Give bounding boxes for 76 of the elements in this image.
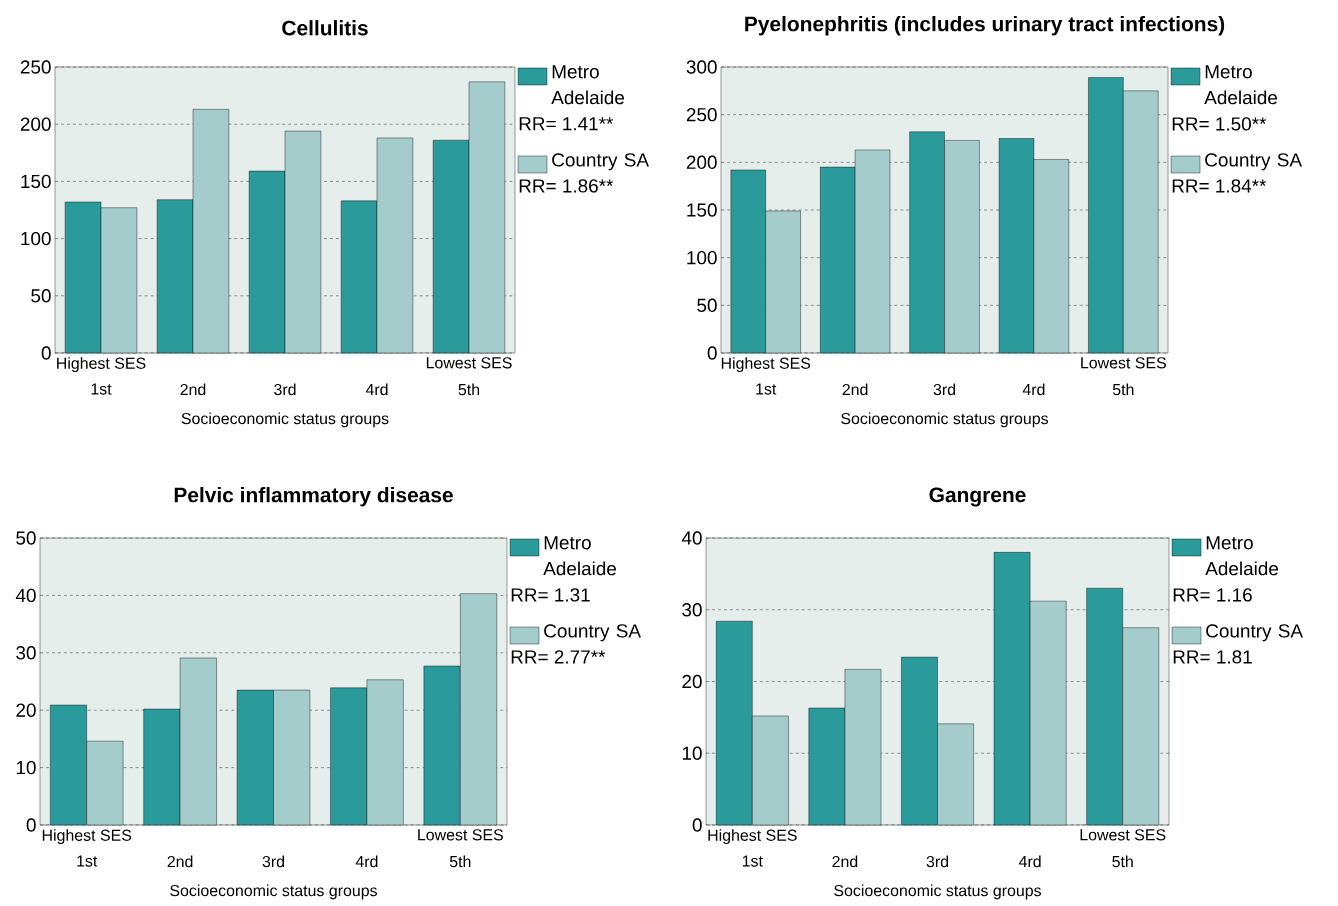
y-tick-label: 20 (16, 703, 36, 717)
y-tick-label: 150 (21, 174, 51, 189)
text: RR= 1.81 (1173, 650, 1252, 664)
y-tick-label: 300 (686, 60, 717, 74)
y-tick-label: 0 (41, 346, 51, 360)
text: RR= 1.31 (511, 588, 590, 602)
x-tick-label: 2nd (167, 855, 193, 868)
x-tick-label: 3rd (262, 855, 284, 868)
x-tick-label: 3rd (926, 855, 949, 868)
text: Highest SES (57, 357, 146, 373)
y-tick-label: 50 (16, 531, 36, 545)
text: Lowest SES (1081, 357, 1166, 369)
y-tick-label: 200 (686, 155, 717, 170)
x-axis-title: Socioeconomic status groups (181, 412, 389, 428)
x-tick-label: 5th (1112, 383, 1134, 396)
legend-label: Country SA (544, 624, 641, 642)
y-tick-label: 40 (15, 588, 36, 603)
chart-title: Gangrene (929, 487, 1026, 507)
y-tick-label: 0 (692, 818, 702, 832)
chart-title: Pyelonephritis (includes urinary tract infections) (745, 15, 1225, 36)
legend-label: Country SA (552, 153, 649, 171)
legend-label: Metro Adelaide (551, 65, 625, 105)
text: RR= 1.50** (1172, 117, 1267, 131)
legend-label: Metro Adelaide (1205, 536, 1279, 576)
text: RR= 2.77** (511, 650, 606, 664)
x-tick-label: 1st (77, 855, 98, 867)
y-tick-label: 0 (707, 346, 717, 360)
y-tick-label: 40 (681, 531, 702, 545)
text: Lowest SES (418, 829, 503, 841)
x-tick-label: 1st (742, 855, 763, 867)
y-tick-label: 0 (26, 818, 36, 832)
y-tick-label: 20 (682, 674, 702, 689)
x-axis-title: Socioeconomic status groups (834, 884, 1042, 900)
x-tick-label: 5th (1112, 855, 1133, 868)
y-tick-label: 150 (687, 203, 717, 217)
text: Lowest SES (1080, 829, 1166, 841)
y-tick-label: 250 (20, 60, 51, 74)
text: Highest SES (42, 829, 132, 845)
y-tick-label: 30 (16, 646, 36, 660)
legend-label: Country SA (1205, 153, 1302, 171)
text: Lowest SES (426, 357, 512, 369)
text: Highest SES (721, 357, 811, 373)
x-tick-label: 2nd (842, 383, 868, 396)
text: Highest SES (708, 829, 797, 845)
y-tick-label: 50 (31, 289, 51, 303)
chart-title: Cellulitis (282, 20, 368, 36)
y-tick-label: 30 (682, 603, 702, 617)
legend-label: Metro Adelaide (543, 536, 617, 576)
y-tick-label: 10 (682, 746, 702, 760)
y-tick-label: 50 (697, 298, 717, 313)
x-tick-label: 3rd (933, 383, 956, 396)
x-tick-label: 4rd (1022, 383, 1045, 396)
y-tick-label: 200 (20, 117, 51, 131)
text: RR= 1.16 (1173, 588, 1252, 602)
x-tick-label: 3rd (274, 383, 296, 396)
chart-title: Pelvic inflammatory disease (174, 487, 453, 507)
x-tick-label: 2nd (832, 855, 858, 868)
x-tick-label: 1st (91, 383, 112, 395)
x-tick-label: 5th (458, 383, 480, 396)
x-tick-label: 2nd (180, 383, 206, 396)
x-tick-label: 4rd (365, 383, 388, 396)
y-tick-label: 10 (16, 760, 36, 775)
y-tick-label: 250 (686, 107, 717, 122)
legend-label: Country SA (1206, 624, 1303, 642)
text: RR= 1.86** (519, 179, 614, 193)
text: RR= 1.84** (1172, 179, 1267, 193)
x-tick-label: 1st (756, 383, 777, 395)
x-axis-title: Socioeconomic status groups (170, 884, 377, 900)
y-tick-label: 100 (21, 231, 51, 246)
y-tick-label: 100 (687, 250, 717, 265)
x-tick-label: 4rd (355, 855, 378, 868)
x-tick-label: 4rd (1018, 855, 1041, 868)
legend-label: Metro Adelaide (1204, 65, 1278, 105)
x-axis-title: Socioeconomic status groups (841, 412, 1049, 428)
text: RR= 1.41** (519, 117, 614, 131)
x-tick-label: 5th (449, 855, 471, 868)
